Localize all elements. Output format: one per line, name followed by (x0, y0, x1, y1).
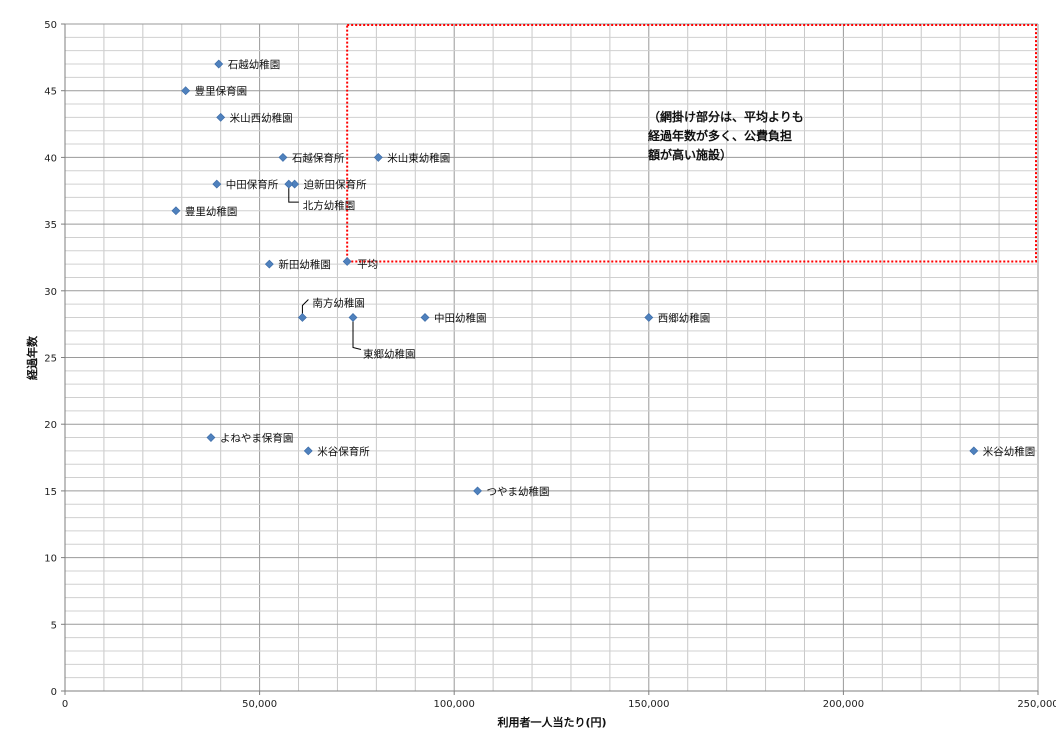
y-tick-label: 40 (44, 153, 57, 164)
point-label: 北方幼稚園 (303, 199, 356, 212)
data-points (171, 59, 979, 496)
data-point (297, 313, 307, 322)
y-tick-label: 5 (51, 620, 57, 631)
point-label: 豊里幼稚園 (185, 205, 238, 218)
y-tick-label: 50 (44, 20, 57, 31)
highlight-region-layer (346, 24, 1038, 263)
point-label: 南方幼稚園 (312, 296, 365, 309)
point-label: よねやま保育園 (220, 432, 294, 445)
x-tick-label: 250,000 (1017, 699, 1056, 710)
x-tick-label: 100,000 (434, 699, 475, 710)
x-tick-label: 50,000 (242, 699, 277, 710)
point-label: 新田幼稚園 (278, 258, 331, 271)
point-label: 西郷幼稚園 (658, 311, 711, 324)
data-point (969, 446, 979, 456)
data-point (212, 179, 222, 189)
leader-line (288, 184, 299, 203)
point-label: 石越幼稚園 (228, 58, 281, 71)
data-point (214, 59, 224, 69)
data-point (264, 259, 274, 269)
point-label: 米山西幼稚園 (230, 111, 293, 124)
point-label: 豊里保育園 (195, 85, 248, 98)
highlight-region (346, 24, 1038, 263)
data-point (303, 446, 313, 456)
data-point (290, 179, 300, 189)
data-point (644, 313, 654, 322)
grid (64, 23, 1039, 692)
data-point (420, 313, 430, 322)
point-label: 米谷保育所 (317, 445, 370, 458)
point-label: 米谷幼稚園 (983, 445, 1036, 458)
data-point (284, 179, 294, 189)
y-tick-label: 30 (44, 287, 57, 298)
point-label: 迫新田保育所 (304, 178, 367, 191)
annotation-line: （網掛け部分は、平均よりも (648, 109, 804, 124)
y-tick-label: 35 (44, 220, 57, 231)
data-point (171, 206, 181, 216)
point-label: 東郷幼稚園 (363, 347, 416, 360)
data-point (473, 486, 482, 496)
y-tick-label: 25 (44, 354, 57, 365)
data-point (206, 433, 216, 442)
point-label: 中田保育所 (226, 178, 279, 191)
point-label: 米山東幼稚園 (387, 151, 450, 164)
y-tick-label: 20 (44, 420, 57, 431)
x-axis-title: 利用者一人当たり(円) (497, 715, 606, 729)
y-tick-label: 0 (51, 687, 57, 698)
annotation-line: 額が高い施設） (647, 147, 732, 162)
point-label: つやま幼稚園 (487, 485, 550, 498)
point-label: 石越保育所 (292, 151, 345, 164)
data-point (373, 152, 383, 162)
data-point (342, 257, 352, 266)
y-axis-title: 経過年数 (25, 335, 39, 380)
annotation-line: 経過年数が多く、公費負担 (648, 128, 792, 143)
data-point (216, 112, 226, 122)
y-tick-label: 45 (44, 87, 57, 98)
x-tick-label: 0 (62, 699, 68, 710)
data-point (278, 152, 288, 162)
point-label: 中田幼稚園 (434, 311, 487, 324)
y-tick-label: 15 (44, 487, 57, 498)
data-point (181, 86, 191, 96)
x-tick-label: 200,000 (823, 699, 864, 710)
point-label: 平均 (357, 258, 378, 270)
leader-line (352, 317, 362, 350)
axes: 0 50,000 100,000 150,000 200,000 250,000 0 5 10 1… (44, 20, 1056, 710)
x-tick-label: 150,000 (628, 699, 669, 710)
data-point (348, 313, 358, 322)
y-tick-label: 10 (44, 554, 57, 565)
